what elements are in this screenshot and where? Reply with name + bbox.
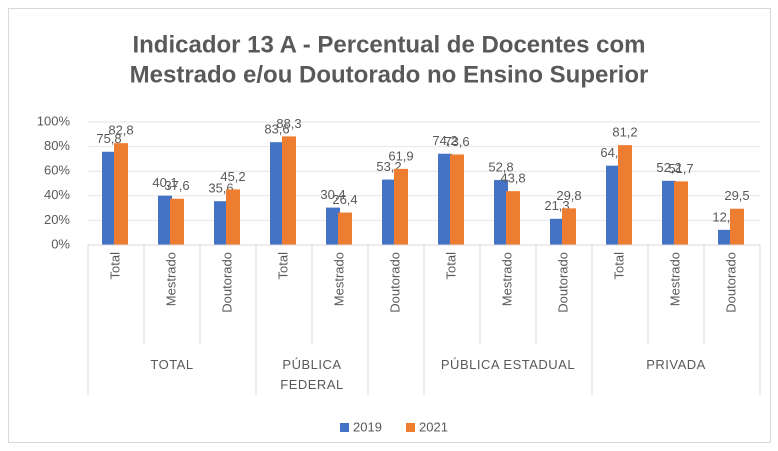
data-label: 81,2 [612,125,637,140]
bar [338,212,352,245]
x-tick-label: Total [611,252,626,280]
data-label: 51,7 [668,161,693,176]
x-tick-label: Mestrado [331,252,346,306]
x-tick-label: Doutorado [219,252,234,313]
data-label: 40,1 [152,175,177,190]
group-label: PRIVADA [646,357,706,372]
legend-label: 2019 [353,419,382,434]
x-tick-label: Total [443,252,458,280]
legend-label: 2021 [419,419,448,434]
data-label: 30,4 [320,187,345,202]
bar [506,191,520,245]
data-label: 26,4 [332,192,357,207]
bar [550,218,564,245]
y-tick-label: 20% [44,212,70,227]
bar [114,143,128,245]
bar [606,165,620,245]
x-tick-label: Total [107,252,122,280]
y-tick-label: 100% [37,113,71,128]
x-tick-label: Doutorado [555,252,570,313]
x-tick-label: Doutorado [387,252,402,313]
data-label: 73,6 [444,134,469,149]
group-label: TOTAL [150,357,194,372]
bar [438,153,452,245]
chart-title: Mestrado e/ou Doutorado no Ensino Superi… [130,61,649,88]
bar [226,189,240,245]
data-label: 43,8 [500,171,525,186]
bar [214,201,228,245]
data-label: 88,3 [276,116,301,131]
data-label: 37,6 [164,178,189,193]
bar [158,195,172,245]
bar [394,168,408,245]
bar [326,207,340,245]
bar [450,154,464,245]
y-tick-label: 80% [44,138,70,153]
data-label: 29,5 [724,188,749,203]
x-tick-label: Total [275,252,290,280]
bar [270,142,284,245]
data-label: 61,9 [388,148,413,163]
group-label: PÚBLICA FEDERAL [280,357,344,392]
group-label: PÚBLICA ESTADUAL [440,357,576,372]
legend-swatch [340,423,349,432]
data-label: 52,8 [488,159,513,174]
chart-title: Indicador 13 A - Percentual de Docentes … [132,31,645,58]
data-label: 52,2 [656,160,681,175]
y-tick-label: 60% [44,163,70,178]
data-label: 74,2 [432,133,457,148]
data-label: 45,2 [220,169,245,184]
bar [662,180,676,245]
x-tick-label: Doutorado [723,252,738,313]
bar [170,198,184,245]
bar [282,136,296,245]
y-tick-label: 0% [51,236,70,251]
bar [618,145,632,245]
bar [494,180,508,245]
data-label: 75,8 [96,131,121,146]
bar [674,181,688,245]
bar [730,208,744,245]
bar [562,208,576,245]
x-tick-label: Mestrado [163,252,178,306]
bar [102,151,116,245]
data-label: 29,8 [556,188,581,203]
legend-swatch [406,423,415,432]
x-tick-label: Mestrado [667,252,682,306]
bar [382,179,396,245]
bar [718,229,732,245]
data-label: 82,8 [108,123,133,138]
x-tick-label: Mestrado [499,252,514,306]
y-tick-label: 40% [44,187,70,202]
data-label: 83,6 [264,122,289,137]
